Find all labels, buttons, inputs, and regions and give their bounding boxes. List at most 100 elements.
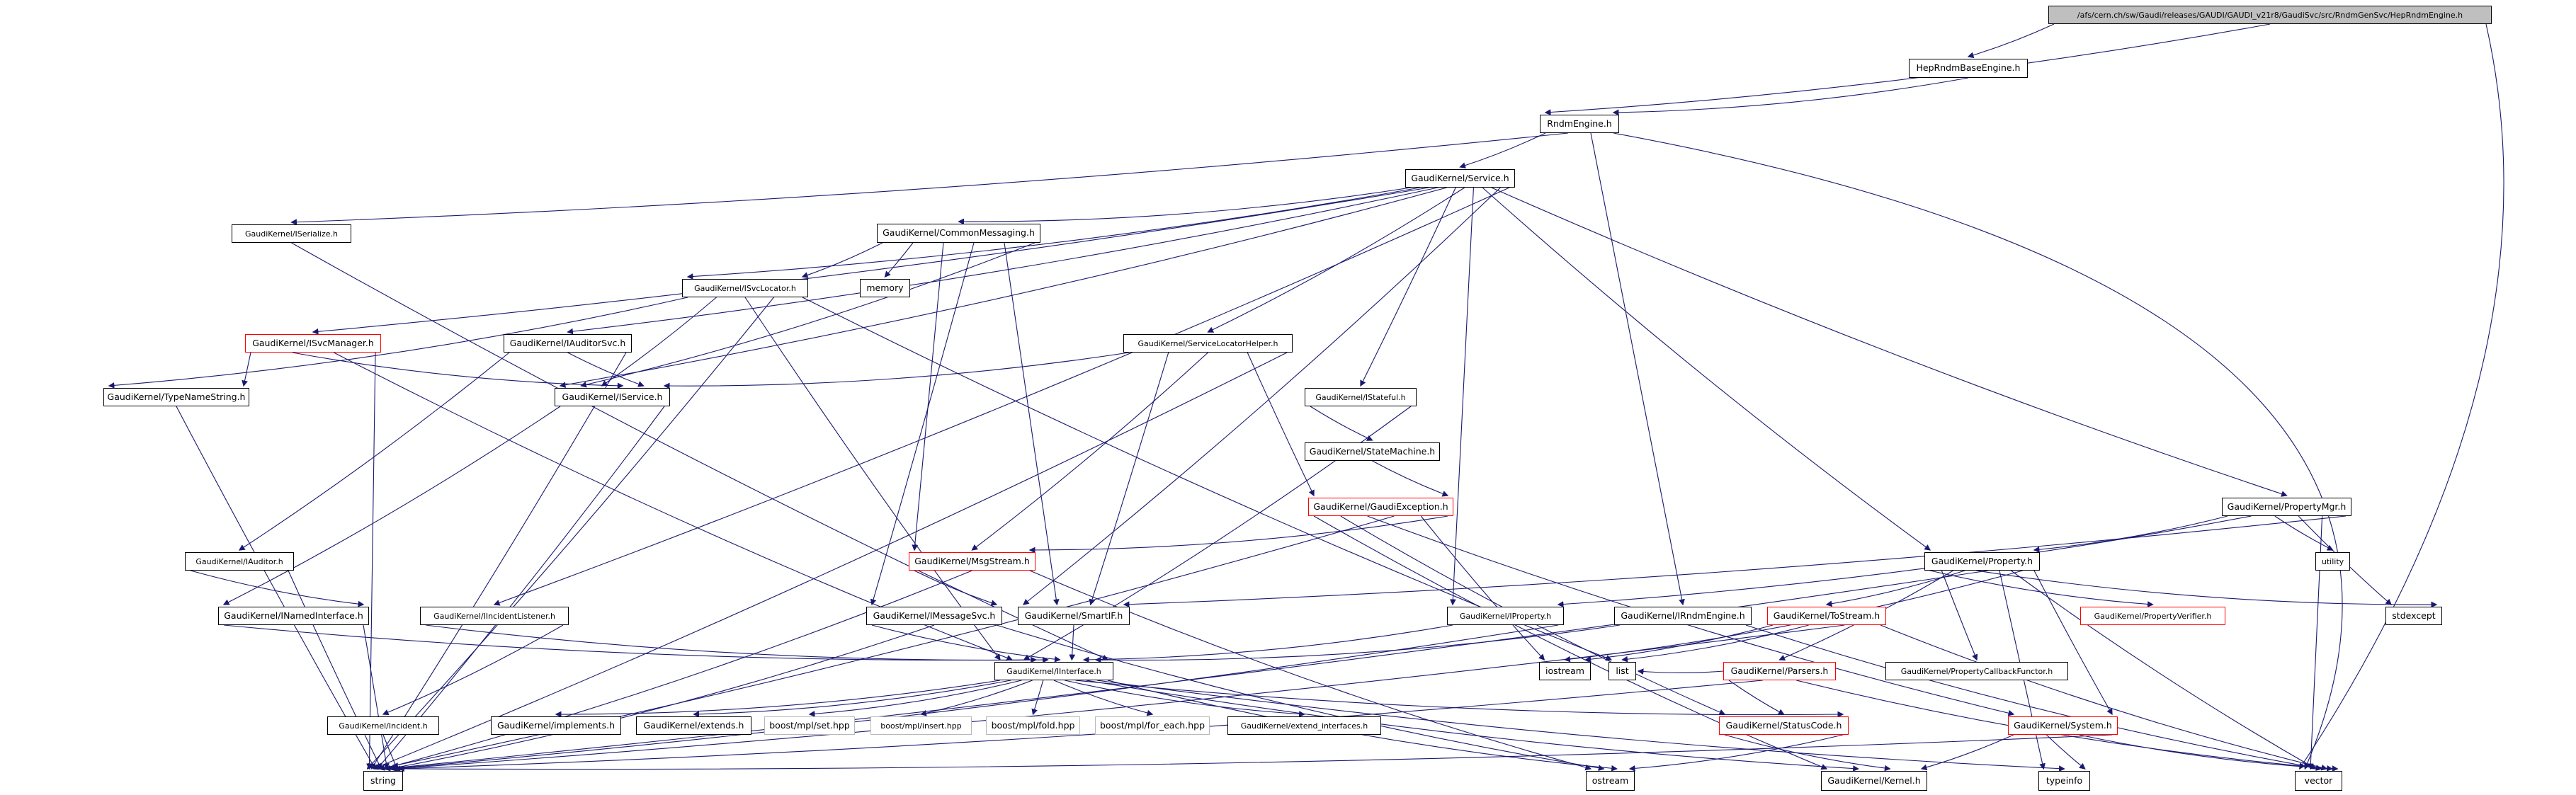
node-implements[interactable]: GaudiKernel/implements.h [491,716,621,735]
node-iinterface[interactable]: GaudiKernel/IInterface.h [994,662,1113,680]
edge-iinterface-to-mplfold [1031,680,1044,716]
node-extends[interactable]: GaudiKernel/extends.h [636,716,751,735]
node-imessagesvc[interactable]: GaudiKernel/IMessageSvc.h [866,607,1002,625]
node-service[interactable]: GaudiKernel/Service.h [1405,169,1515,188]
edge-iinterface-to-statuscode [1075,680,1844,718]
edge-service-to-svclochelper [1207,187,1465,333]
edge-tostream-to-list [1621,624,1809,663]
edge-msgstream-to-imessagesvc [914,570,998,606]
edge-gaudiexception-to-iostream [1420,515,1545,660]
node-mplinsert[interactable]: boost/mpl/insert.hpp [870,716,972,735]
node-iostream[interactable]: iostream [1539,662,1591,680]
node-rndmengine[interactable]: RndmEngine.h [1540,115,1619,133]
node-mplforeach[interactable]: boost/mpl/for_each.hpp [1095,716,1210,735]
edge-isvcmanager-to-typenamestring [242,352,251,387]
node-hepbase[interactable]: HepRndmBaseEngine.h [1909,59,2028,78]
edge-propertymgr-to-vector [2307,515,2323,770]
edge-parsers-to-string [394,680,1763,772]
edge-commonmessaging-to-memory [884,242,914,278]
node-vector[interactable]: vector [2295,771,2342,791]
edge-hepbase-to-rndmengine [1612,77,1969,116]
edge-service-to-property [1482,187,1931,551]
edge-iauditorsvc-to-string [370,352,627,770]
node-svclochelper[interactable]: GaudiKernel/ServiceLocatorHelper.h [1123,334,1293,353]
node-inamedinterface[interactable]: GaudiKernel/INamedInterface.h [218,607,369,625]
node-list[interactable]: list [1608,662,1636,680]
node-propcallback[interactable]: GaudiKernel/PropertyCallbackFunctor.h [1885,662,2068,680]
node-isvcmanager[interactable]: GaudiKernel/ISvcManager.h [245,334,381,353]
node-iproperty[interactable]: GaudiKernel/IProperty.h [1447,607,1564,625]
edge-imessagesvc-to-string [388,624,935,771]
node-memory[interactable]: memory [860,279,910,297]
edge-isvcmanager-to-iservice [292,352,624,389]
edge-iinterface-to-kernel [1086,680,1859,772]
edge-iinterface-to-extendinterfaces [1065,680,1305,717]
node-iservice[interactable]: GaudiKernel/IService.h [555,388,670,406]
edge-iinterface-to-mplset [808,680,1022,717]
edge-iproperty-to-iinterface [1082,624,1453,663]
node-statuscode[interactable]: GaudiKernel/StatusCode.h [1719,716,1849,735]
node-mplfold[interactable]: boost/mpl/fold.hpp [986,716,1080,735]
edge-iservice-to-string [376,406,665,770]
node-extendinterfaces[interactable]: GaudiKernel/extend_interfaces.h [1227,716,1381,735]
edge-root-to-hepbase [1967,23,2055,59]
node-string[interactable]: string [363,771,403,791]
node-property[interactable]: GaudiKernel/Property.h [1924,552,2040,571]
node-msgstream[interactable]: GaudiKernel/MsgStream.h [909,552,1035,571]
edge-service-to-iproperty [1449,187,1474,606]
node-kernel[interactable]: GaudiKernel/Kernel.h [1821,771,1927,791]
edge-parsers-to-statuscode [1728,680,1785,715]
edge-propertymgr-to-utility [2274,515,2334,551]
node-statemachine[interactable]: GaudiKernel/StateMachine.h [1305,442,1440,461]
node-ostream[interactable]: ostream [1586,771,1635,791]
node-incident[interactable]: GaudiKernel/Incident.h [327,716,439,735]
edge-iincidentlistener-to-incident [382,624,564,716]
edge-iinterface-to-mplforeach [1053,680,1154,716]
edge-property-to-propertyverifier [1929,570,2154,607]
edge-inamedinterface-to-string [363,624,390,770]
edge-svclochelper-to-smartif [1089,352,1169,606]
node-iauditorsvc[interactable]: GaudiKernel/IAuditorSvc.h [504,334,632,353]
edge-imessagesvc-to-iinterface [871,624,1061,663]
edge-gaudiexception-to-msgstream [1028,515,1448,554]
edge-service-to-commonmessaging [958,187,1412,225]
edge-commonmessaging-to-msgstream [912,242,944,551]
node-system[interactable]: GaudiKernel/System.h [2008,716,2118,735]
edge-iinterface-to-typeinfo [1096,680,2065,772]
node-smartif[interactable]: GaudiKernel/SmartIF.h [1018,607,1130,625]
node-isvclocator[interactable]: GaudiKernel/ISvcLocator.h [682,279,808,297]
edge-service-to-iincidentlistener [493,187,1510,606]
edge-iauditorsvc-to-iauditor [238,352,510,551]
node-gaudiexception[interactable]: GaudiKernel/GaudiException.h [1308,498,1453,516]
node-iauditor[interactable]: GaudiKernel/IAuditor.h [185,552,294,571]
node-root[interactable]: /afs/cern.ch/sw/Gaudi/releases/GAUDI/GAU… [2048,6,2492,24]
node-istateful[interactable]: GaudiKernel/IStateful.h [1305,388,1417,406]
node-typenamestring[interactable]: GaudiKernel/TypeNameString.h [103,388,249,406]
node-utility[interactable]: utility [2315,552,2350,571]
edge-iincidentlistener-to-iinterface [425,624,1049,663]
node-commonmessaging[interactable]: GaudiKernel/CommonMessaging.h [877,224,1040,243]
node-parsers[interactable]: GaudiKernel/Parsers.h [1723,662,1836,680]
edge-smartif-to-iinterface [1069,624,1076,661]
node-tostream[interactable]: GaudiKernel/ToStream.h [1767,607,1886,625]
edge-msgstream-to-string [382,570,972,771]
node-iserialize[interactable]: GaudiKernel/ISerialize.h [232,224,351,243]
node-stdexcept[interactable]: stdexcept [2385,607,2442,625]
edge-iserialize-to-iinterface [291,242,1109,660]
edge-iinterface-to-mplinsert [920,680,1033,716]
node-propertyverifier[interactable]: GaudiKernel/PropertyVerifier.h [2080,607,2225,625]
edge-gaudiexception-to-kernel [1313,515,1828,770]
node-mplset[interactable]: boost/mpl/set.hpp [764,716,855,735]
node-iincidentlistener[interactable]: GaudiKernel/IIncidentListener.h [420,607,569,625]
edge-irndmengine-to-iinterface [1094,624,1621,663]
node-typeinfo[interactable]: typeinfo [2038,771,2090,791]
edge-iauditor-to-inamedinterface [190,570,365,607]
edge-property-to-propcallback [1941,570,1978,661]
edge-isvclocator-to-iservice [601,297,717,387]
edge-root-to-rndmengine [1544,23,2271,115]
node-irndmengine[interactable]: GaudiKernel/IRndmEngine.h [1614,607,1752,625]
node-propertymgr[interactable]: GaudiKernel/PropertyMgr.h [2222,498,2351,516]
edge-rndmengine-to-iserialize [290,132,1569,226]
